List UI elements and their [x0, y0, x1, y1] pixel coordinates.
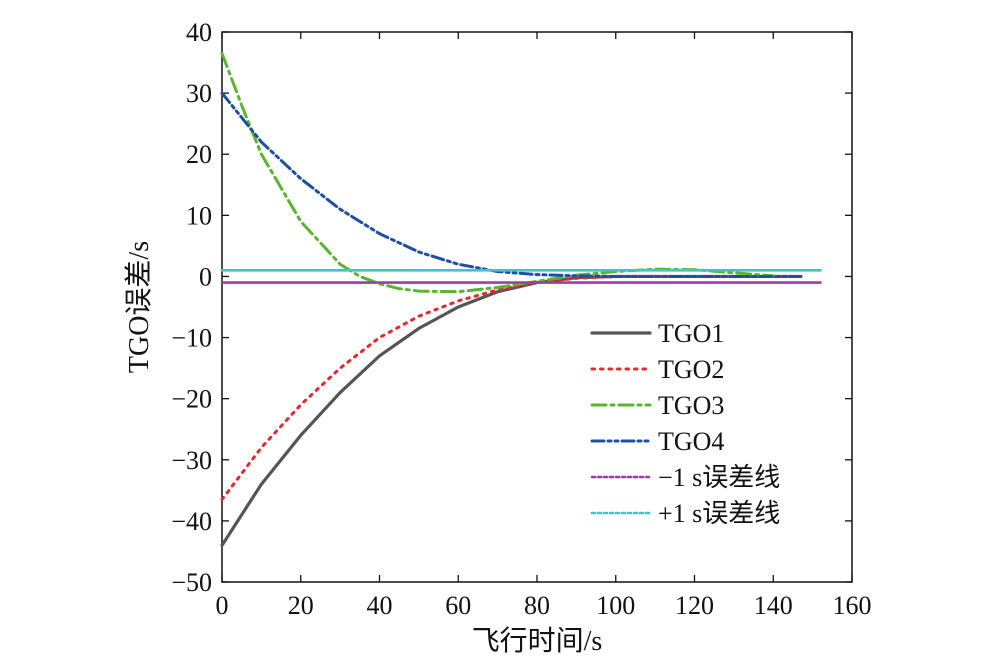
legend-label-1: TGO1	[658, 319, 724, 348]
y-tick-label: 40	[186, 18, 212, 47]
x-tick-label: 60	[445, 591, 471, 620]
x-tick-label: 0	[216, 591, 229, 620]
y-tick-label: 10	[186, 201, 212, 230]
y-tick-label: −50	[171, 568, 212, 597]
x-tick-label: 80	[524, 591, 550, 620]
x-tick-label: 140	[754, 591, 793, 620]
y-tick-label: −30	[171, 446, 212, 475]
tick-labels: 0 20 40 60 80 100 120 140 160403020100−10−20−30−…	[171, 18, 871, 620]
y-axis-title: TGO误差/s	[123, 241, 155, 373]
y-tick-label: −20	[171, 385, 212, 414]
legend-label-5: −1 s误差线	[658, 463, 780, 492]
x-tick-label: 20	[288, 591, 314, 620]
legend-label-4: TGO4	[658, 427, 724, 456]
x-tick-label: 160	[833, 591, 872, 620]
y-tick-label: 20	[186, 140, 212, 169]
series-line-3	[220, 51, 775, 294]
x-tick-label: 100	[596, 591, 635, 620]
y-tick-label: −10	[171, 324, 212, 353]
series-line-4	[220, 91, 803, 278]
series-line-2	[220, 274, 803, 501]
y-tick-label: −40	[171, 507, 212, 536]
x-axis-title: 飞行时间/s	[472, 625, 603, 657]
legend-label-6: +1 s误差线	[658, 499, 780, 528]
y-tick-label: 30	[186, 79, 212, 108]
x-tick-label: 120	[675, 591, 714, 620]
y-tick-label: 0	[199, 262, 212, 291]
legend-label-2: TGO2	[658, 355, 724, 384]
series-lines	[220, 51, 822, 547]
legend-label-3: TGO3	[658, 391, 724, 420]
x-tick-label: 40	[367, 591, 393, 620]
ticks	[221, 31, 853, 583]
legend: TGO1 TGO2 TGO3 TGO4 −1 s误差线 +1 s误差线	[590, 319, 780, 528]
